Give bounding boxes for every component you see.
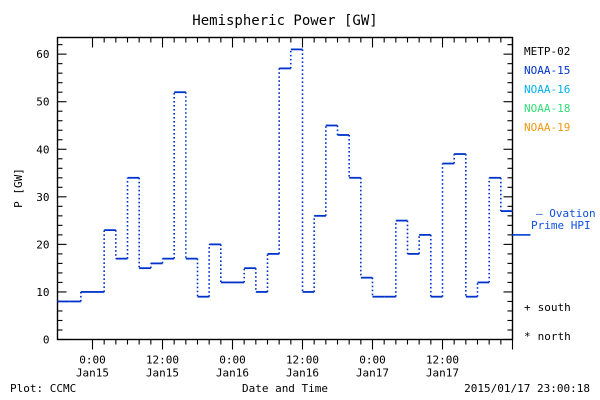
x-tick-date: Jan17 xyxy=(356,367,389,380)
chart-title: Hemispheric Power [GW] xyxy=(192,13,377,29)
y-tick-label: 50 xyxy=(36,96,49,109)
y-tick-label: 0 xyxy=(43,334,50,347)
legend-item-noaa-15: NOAA-15 xyxy=(524,64,570,77)
legend-ovation-line2: Prime HPI xyxy=(531,219,591,232)
legend-item-noaa-19: NOAA-19 xyxy=(524,121,570,134)
footer-left: Plot: CCMC xyxy=(10,382,76,395)
legend-item-noaa-18: NOAA-18 xyxy=(524,102,570,115)
x-tick-date: Jan17 xyxy=(426,367,459,380)
x-tick-time: 0:00 xyxy=(79,354,106,367)
footer-right: 2015/01/17 23:00:18 xyxy=(464,382,590,395)
plot-frame xyxy=(56,36,514,341)
legend-ovation-line1: — Ovation xyxy=(536,207,596,220)
x-tick-time: 12:00 xyxy=(146,354,179,367)
legend-item-metp-02: METP-02 xyxy=(524,45,570,58)
y-tick-label: 60 xyxy=(36,48,49,61)
x-tick-date: Jan16 xyxy=(216,367,249,380)
legend-satellites: METP-02 NOAA-15 NOAA-16 NOAA-18 NOAA-19 xyxy=(524,45,570,134)
x-tick-time: 12:00 xyxy=(426,354,459,367)
data-series-noaa15 xyxy=(57,48,513,303)
x-tick-date: Jan15 xyxy=(76,367,109,380)
legend-item-noaa-16: NOAA-16 xyxy=(524,83,570,96)
x-axis-ticks xyxy=(91,37,514,350)
y-tick-label: 30 xyxy=(36,191,49,204)
x-tick-date: Jan16 xyxy=(286,367,319,380)
y-tick-label: 10 xyxy=(36,286,49,299)
legend-marker-north: * north xyxy=(524,330,571,343)
x-tick-time: 12:00 xyxy=(286,354,319,367)
x-tick-date: Jan15 xyxy=(146,367,179,380)
x-tick-time: 0:00 xyxy=(359,354,386,367)
y-tick-label: 40 xyxy=(36,143,49,156)
y-axis-ticks: 0 10 20 30 40 50 60 xyxy=(36,44,513,347)
footer-center: Date and Time xyxy=(242,382,328,395)
y-axis-label: P [GW] xyxy=(12,168,25,208)
x-tick-time: 0:00 xyxy=(219,354,246,367)
y-tick-label: 20 xyxy=(36,238,49,251)
x-axis-tick-labels: 0:00Jan1512:00Jan150:00Jan1612:00Jan160:… xyxy=(76,354,459,380)
legend-marker-south: + south xyxy=(524,301,571,314)
